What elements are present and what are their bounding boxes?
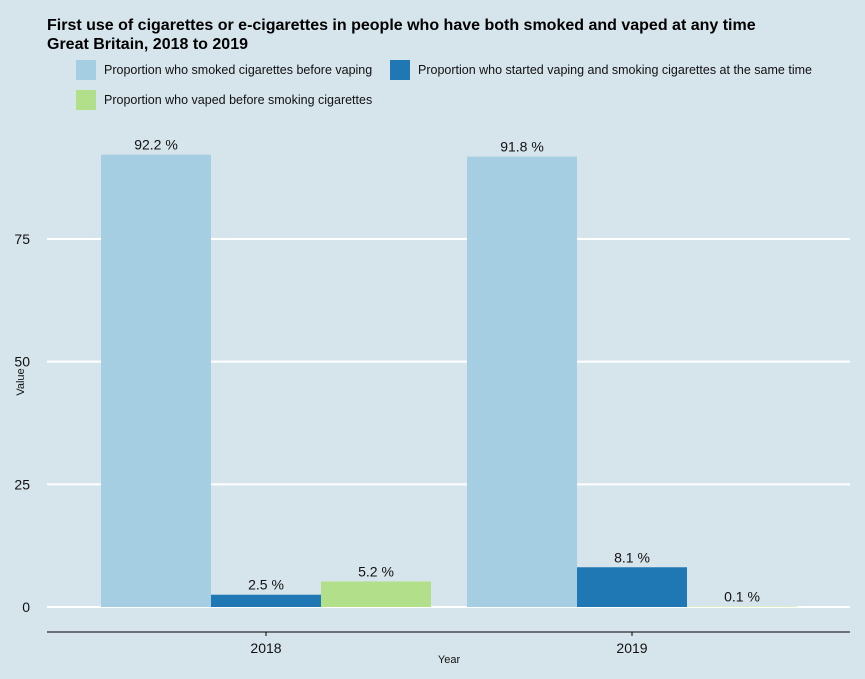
y-tick-label-25: 25: [14, 476, 30, 492]
legend-label-same-time: Proportion who started vaping and smokin…: [418, 63, 812, 77]
bar-2019-series-2: [577, 567, 687, 607]
data-label-2018-series-1: 92.2 %: [134, 137, 178, 153]
bar-2019-series-1: [467, 156, 577, 607]
legend-swatch-smoked-first: [76, 60, 96, 80]
bar-2018-series-2: [211, 594, 321, 607]
bar-2018-series-3: [321, 581, 431, 607]
legend-item-smoked-first: Proportion who smoked cigarettes before …: [76, 59, 372, 81]
y-tick-label-75: 75: [14, 231, 30, 247]
bar-2018-series-1: [101, 154, 211, 607]
x-tick-label-2019: 2019: [616, 640, 647, 656]
data-label-2019-series-2: 8.1 %: [614, 549, 650, 565]
legend-item-same-time: Proportion who started vaping and smokin…: [390, 59, 812, 81]
legend-item-vaped-first: Proportion who vaped before smoking ciga…: [76, 89, 372, 111]
x-tick-label-2018: 2018: [250, 640, 281, 656]
chart-title-line: First use of cigarettes or e-cigarettes …: [47, 17, 756, 34]
legend-label-smoked-first: Proportion who smoked cigarettes before …: [104, 63, 373, 77]
x-axis-title: Year: [438, 654, 461, 666]
y-axis-title: Value: [15, 368, 27, 395]
legend-label-vaped-first: Proportion who vaped before smoking ciga…: [104, 93, 373, 107]
data-label-2019-series-3: 0.1 %: [724, 589, 760, 605]
data-label-2018-series-3: 5.2 %: [358, 563, 394, 579]
chart-title: First use of cigarettes or e-cigarettes …: [47, 16, 756, 54]
y-tick-label-50: 50: [14, 354, 30, 370]
chart-subtitle: Great Britain, 2018 to 2019: [47, 36, 248, 53]
data-label-2018-series-2: 2.5 %: [248, 577, 284, 593]
legend-swatch-same-time: [390, 60, 410, 80]
y-tick-label-0: 0: [22, 599, 30, 615]
data-label-2019-series-1: 91.8 %: [500, 139, 544, 155]
legend-swatch-vaped-first: [76, 90, 96, 110]
